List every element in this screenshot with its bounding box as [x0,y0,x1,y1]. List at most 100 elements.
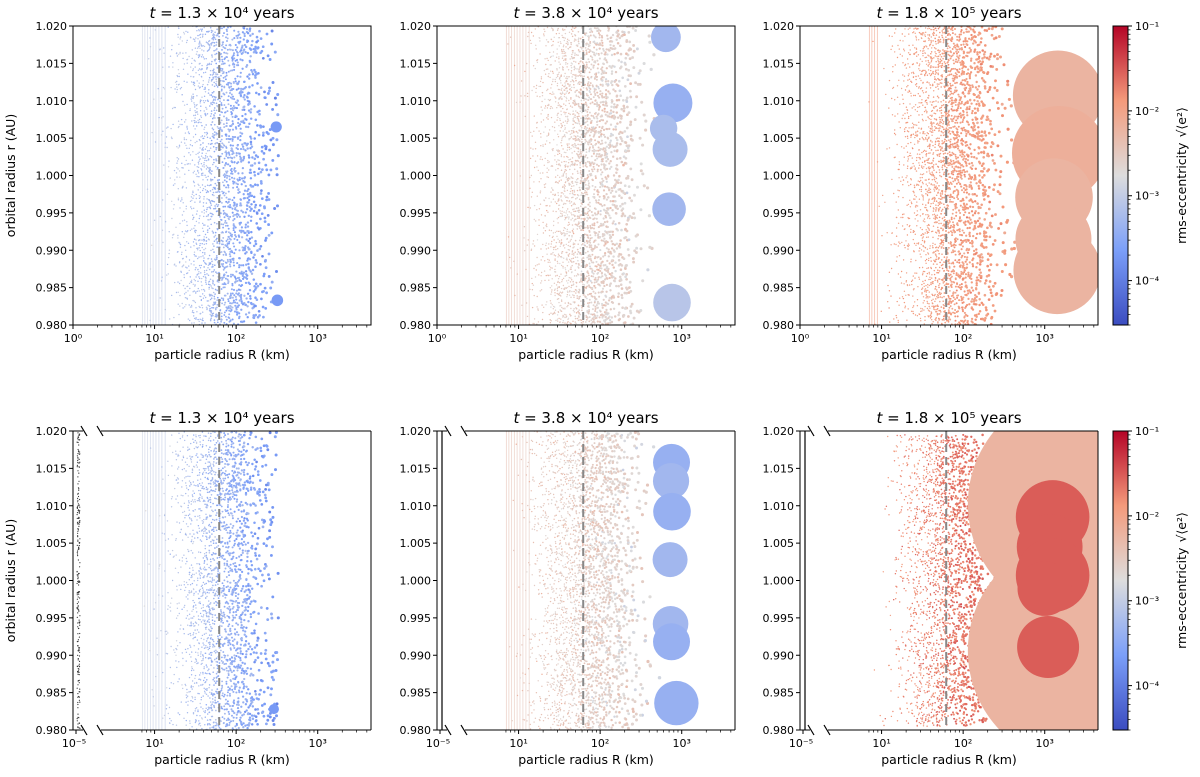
particle-point [595,155,598,158]
particle-point [577,38,580,41]
particle-point [239,89,243,93]
particle-point [232,52,236,55]
particle-point [546,167,548,169]
particle-point [211,230,214,232]
particle-point [570,43,572,46]
particle-point [571,229,574,232]
particle-point [603,135,607,139]
particle-point [247,262,250,266]
particle-point [181,167,183,169]
particle-point [564,72,566,75]
particle-point [220,212,222,215]
particle-point [198,271,200,273]
particle-point [593,321,596,324]
particle-point [581,74,583,77]
particle-point [214,293,216,295]
particle-point [248,195,251,198]
particle-point [207,81,210,83]
y-tick-label: 0.980 [36,319,68,332]
particle-point [242,156,245,159]
particle-point [215,82,217,85]
particle-point [575,218,577,220]
particle-point [563,111,565,113]
particle-point [647,34,651,38]
particle-point [618,89,622,93]
particle-point [220,63,223,66]
particle-point [180,253,183,256]
particle-point [590,281,593,284]
particle-point [203,198,205,200]
particle-point [181,251,183,253]
particle-point [560,95,562,98]
particle-point [586,120,589,123]
particle-point [608,167,612,170]
particle-point [623,33,626,37]
particle-point [246,257,250,260]
particle-point [223,216,226,219]
particle-point [189,229,192,232]
particle-point [207,304,209,307]
particle-point [620,139,624,143]
particle-point [531,289,534,291]
particle-point [621,202,624,206]
particle-point [235,204,238,208]
particle-point [556,114,558,116]
particle-point [589,88,592,90]
particle-point [576,248,579,251]
particle-point [611,259,614,262]
particle-point [199,54,201,56]
particle-point [148,158,151,160]
particle-point [244,303,247,307]
particle-point [244,45,248,48]
particle-point [559,41,562,43]
particle-point [225,83,228,86]
particle-point [207,264,210,266]
particle-point [577,135,579,138]
particle-point [578,291,580,294]
particle-point [593,196,596,198]
particle-point [566,63,569,65]
particle-point [575,207,578,210]
particle-point [242,193,245,196]
particle-point [582,257,585,260]
particle-point [216,179,219,182]
particle-point [191,62,193,65]
particle-point [604,122,607,125]
particle-point [612,88,615,91]
particle-point [173,316,175,319]
particle-point [560,154,563,156]
y-tick-label: 1.015 [36,57,68,70]
particle-point [601,204,604,208]
particle-point [168,160,170,162]
particle-point [242,119,245,122]
particle-point [226,30,228,33]
particle-point [547,211,549,213]
particle-point [564,313,566,316]
particle-point [234,114,237,117]
particle-point [231,199,234,202]
particle-point [584,184,587,186]
particle-point [624,149,627,152]
particle-point [221,60,224,63]
particle-point [210,249,212,252]
particle-point [240,132,244,135]
particle-point [571,157,574,159]
particle-point [573,294,575,297]
particle-point [253,174,257,177]
particle-point [593,193,595,196]
particle-point [193,278,195,281]
particle-point [160,97,162,99]
particle-point [552,235,554,238]
particle-point [565,92,567,94]
particle-point [193,114,195,117]
particle-point [578,186,581,189]
particle-point [235,127,238,130]
particle-point [196,290,199,292]
particle-point [209,69,212,72]
particle-point [213,58,216,61]
particle-point [245,204,249,207]
particle-point [270,280,274,284]
particle-point [204,279,207,281]
particle-point [605,59,608,62]
particle-point [254,154,258,157]
